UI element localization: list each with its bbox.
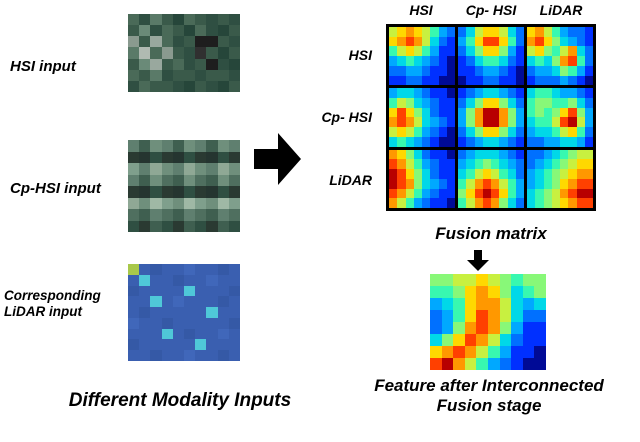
lidar-input-label-line1: Corresponding	[4, 288, 101, 303]
matrix-column-headers: HSI Cp- HSI LiDAR	[386, 2, 596, 18]
matrix-cell-hsi-hsi	[389, 27, 455, 86]
right-arrow-icon	[254, 133, 301, 185]
matrix-row-label-lidar: LiDAR	[329, 171, 372, 188]
down-arrow-icon	[466, 250, 490, 272]
matrix-row-label-hsi: HSI	[348, 47, 372, 64]
feature-caption-line2: Fusion stage	[436, 395, 542, 415]
matrix-cell-lidar-cp-hsi	[458, 149, 524, 208]
feature-caption: Feature after Interconnected Fusion stag…	[340, 376, 638, 415]
matrix-cell-hsi-lidar	[527, 27, 593, 86]
fusion-arrow-icon	[254, 132, 302, 186]
matrix-cell-cp-hsi-lidar	[527, 88, 593, 147]
down-arrow-icon-svg	[467, 250, 489, 271]
matrix-cell-cp-hsi-cp-hsi	[458, 88, 524, 147]
hsi-input-image	[128, 14, 240, 92]
lidar-input-image	[128, 264, 240, 361]
feature-caption-line1: Feature after Interconnected	[374, 376, 604, 395]
modality-inputs-caption: Different Modality Inputs	[68, 390, 292, 411]
matrix-cell-lidar-hsi	[389, 149, 455, 208]
lidar-input-label: Corresponding LiDAR input	[4, 288, 124, 319]
feature-map-image	[430, 274, 546, 370]
hsi-input-label: HSI input	[10, 58, 76, 75]
cp-hsi-input-image	[128, 140, 240, 232]
matrix-row-labels: HSI Cp- HSI LiDAR	[296, 24, 380, 211]
matrix-col-header-hsi: HSI	[409, 2, 433, 18]
matrix-col-header-lidar: LiDAR	[539, 2, 583, 18]
matrix-cell-hsi-cp-hsi	[458, 27, 524, 86]
fusion-matrix-grid	[386, 24, 596, 211]
matrix-cell-lidar-lidar	[527, 149, 593, 208]
matrix-row-label-cp-hsi: Cp- HSI	[321, 109, 372, 126]
matrix-col-header-cp-hsi: Cp- HSI	[465, 2, 517, 18]
lidar-input-label-line2: LiDAR input	[4, 303, 82, 319]
fusion-matrix-caption: Fusion matrix	[435, 224, 547, 243]
cp-hsi-input-label: Cp-HSI input	[10, 180, 101, 197]
matrix-cell-cp-hsi-hsi	[389, 88, 455, 147]
